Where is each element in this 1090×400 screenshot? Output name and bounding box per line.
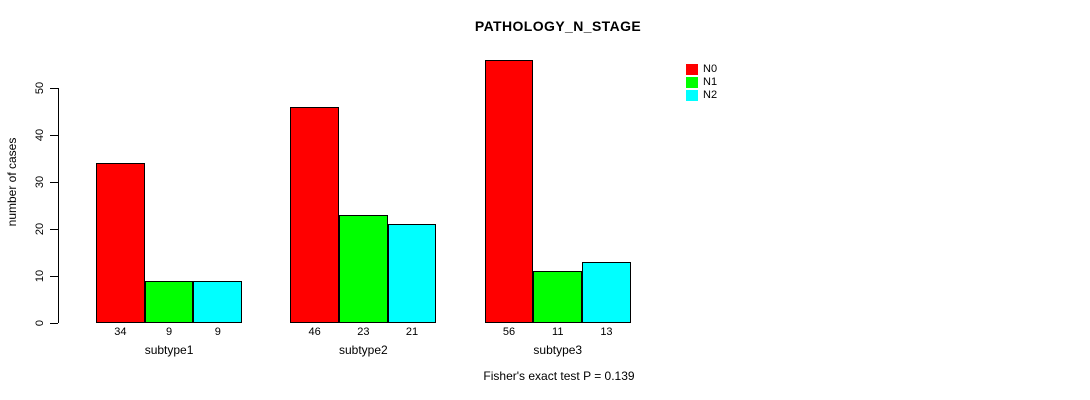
bar-value-label: 9 [214,326,221,338]
legend-item-label: N0 [703,63,718,75]
bar-subtype2-N2 [387,224,437,323]
y-axis-tick-label: 20 [34,222,46,236]
y-axis-tick-label: 10 [34,269,46,283]
y-axis-tick [50,181,58,183]
legend-item-label: N2 [703,89,718,101]
legend-item: N1 [686,77,717,88]
legend-item: N0 [686,64,717,75]
legend-swatch-N2 [686,90,698,101]
bar-value-label: 11 [552,326,564,338]
x-category-label: subtype2 [338,343,388,357]
bar-subtype1-N2 [193,280,243,323]
y-axis-tick-label: 30 [34,175,46,189]
bar-value-label: 46 [308,326,321,338]
bar-value-label: 56 [502,326,516,338]
bar-subtype3-N0 [484,59,534,323]
legend-swatch-N0 [686,64,698,75]
bar-subtype1-N0 [96,163,145,323]
y-axis-tick-label: 40 [34,128,46,142]
y-axis-tick [50,322,58,324]
y-axis-tick [50,275,58,277]
y-axis-tick [50,228,58,230]
bar-subtype2-N1 [339,214,388,323]
bar-subtype3-N1 [533,271,583,323]
bar-subtype2-N0 [290,106,339,323]
x-category-label: subtype1 [144,343,194,357]
legend-swatch-N1 [686,77,698,88]
legend-item-label: N1 [703,76,718,88]
bar-value-label: 34 [114,326,127,338]
legend: N0 N1 N2 [686,64,717,101]
legend-item: N2 [686,90,717,101]
bar-value-label: 21 [405,326,419,338]
x-category-label: subtype3 [533,343,583,357]
fisher-test-annotation: Fisher's exact test P = 0.139 [483,369,635,383]
y-axis-tick-label: 0 [34,319,46,327]
bar-subtype3-N2 [582,261,631,323]
bar-value-label: 9 [165,326,173,338]
chart-title: PATHOLOGY_N_STAGE [474,18,642,34]
bar-subtype1-N1 [144,280,194,323]
y-axis-tick [50,134,58,136]
bar-value-label: 23 [357,326,370,338]
y-axis-tick [50,87,58,89]
y-axis-tick-label: 50 [34,81,46,95]
y-axis-line [58,88,59,323]
bar-value-label: 13 [600,326,613,338]
